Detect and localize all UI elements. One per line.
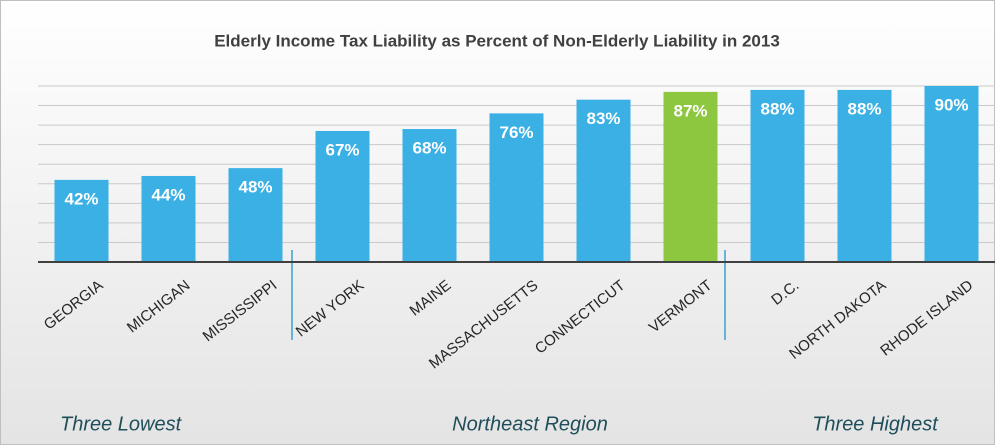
- bar: [924, 86, 979, 262]
- data-label: 90%: [934, 95, 968, 114]
- bar: [402, 129, 457, 262]
- bar: [315, 130, 370, 262]
- bar: [228, 168, 283, 262]
- bar: [663, 91, 718, 262]
- data-label: 48%: [238, 178, 272, 197]
- annotation: Three Lowest: [60, 413, 183, 435]
- data-label: 67%: [325, 140, 359, 159]
- bar: [576, 99, 631, 262]
- bar: [141, 175, 196, 262]
- data-label: 83%: [586, 109, 620, 128]
- annotation: Northeast Region: [452, 413, 608, 435]
- data-label: 87%: [673, 101, 707, 120]
- bar: [54, 179, 109, 262]
- bar: [837, 89, 892, 263]
- chart-title: Elderly Income Tax Liability as Percent …: [214, 31, 780, 50]
- data-label: 44%: [151, 185, 185, 204]
- data-label: 76%: [499, 123, 533, 142]
- data-label: 68%: [412, 139, 446, 158]
- bar: [750, 89, 805, 263]
- bar: [489, 113, 544, 262]
- data-label: 88%: [847, 99, 881, 118]
- annotation: Three Highest: [812, 413, 939, 435]
- data-label: 42%: [64, 189, 98, 208]
- data-label: 88%: [760, 99, 794, 118]
